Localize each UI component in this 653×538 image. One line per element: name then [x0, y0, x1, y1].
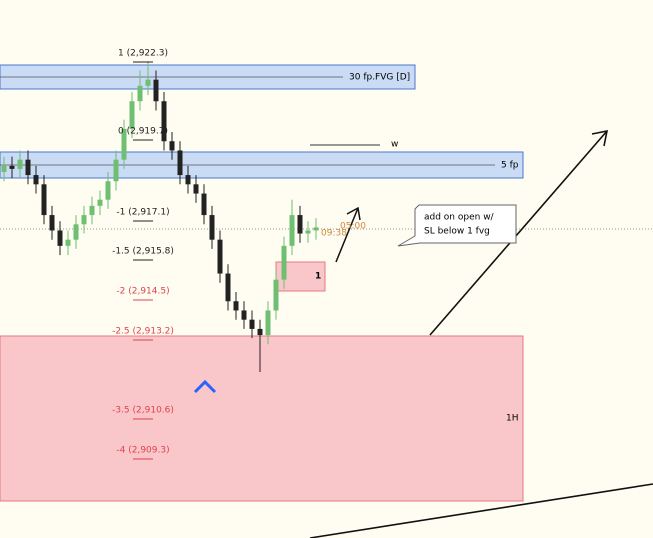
- candle-body: [1, 165, 7, 172]
- candle-body: [129, 101, 135, 129]
- candle-body: [209, 215, 215, 240]
- zone-box: [0, 335, 524, 502]
- candle-body: [273, 279, 279, 311]
- time-label: 05:00: [340, 222, 366, 232]
- candle-body: [233, 301, 239, 311]
- arrow-head: [346, 206, 361, 221]
- candle-body: [97, 199, 103, 206]
- candle-body: [81, 215, 87, 225]
- callout-text: add on open w/: [424, 213, 495, 223]
- candle-body: [177, 150, 183, 176]
- fib-label: -2 (2,914.5): [116, 287, 169, 297]
- fib-label: -1.5 (2,915.8): [112, 247, 174, 257]
- candle-body: [297, 215, 303, 234]
- candle-body: [137, 85, 143, 102]
- marker-label: w: [391, 140, 398, 150]
- candle-body: [17, 159, 23, 169]
- fib-label: -1 (2,917.1): [116, 208, 169, 218]
- candle-body: [113, 159, 119, 182]
- candles: [1, 61, 319, 373]
- candle-body: [185, 175, 191, 185]
- candle-body: [169, 141, 175, 151]
- candle-body: [201, 193, 207, 216]
- candle-body: [41, 184, 47, 216]
- zone-label: 30 fp.FVG [D]: [349, 73, 410, 83]
- callout: [397, 204, 517, 247]
- trend-line: [309, 483, 653, 538]
- candle-body: [89, 205, 95, 216]
- fib-label: 0 (2,919.7): [118, 127, 168, 137]
- candle-body: [9, 165, 15, 169]
- callout-text: SL below 1 fvg: [424, 227, 490, 237]
- up-chevron: [193, 379, 217, 394]
- fib-levels: 1 (2,922.3) 0 (2,919.7) -1 (2,917.1) -1.5 (…: [112, 49, 174, 460]
- candle-body: [145, 79, 151, 86]
- candle-body: [121, 128, 127, 160]
- candle-body: [25, 159, 31, 176]
- candle-body: [73, 224, 79, 240]
- candle-body: [193, 184, 199, 194]
- candle-body: [217, 239, 223, 274]
- candle-body: [33, 175, 39, 185]
- candle-body: [105, 181, 111, 200]
- candle-body: [281, 245, 287, 280]
- candle-body: [161, 101, 167, 142]
- candle-body: [249, 319, 255, 329]
- candle-body: [289, 215, 295, 246]
- candle-body: [313, 227, 319, 231]
- candle-body: [257, 328, 263, 336]
- candle-body: [49, 215, 55, 231]
- fib-label: 1 (2,922.3): [118, 49, 168, 59]
- arrow-head: [591, 129, 609, 147]
- fib-label: -4 (2,909.3): [116, 446, 169, 456]
- zone-label: 1H: [506, 414, 519, 424]
- candle-body: [153, 79, 159, 102]
- fib-label: -2.5 (2,913.2): [112, 327, 174, 337]
- candle-body: [65, 239, 71, 246]
- candle-body: [225, 273, 231, 302]
- projection-arrow: [335, 207, 359, 263]
- candle-body: [265, 310, 271, 336]
- zone-label: 1: [315, 272, 321, 282]
- trend-arrow: [429, 130, 608, 336]
- candle-body: [57, 230, 63, 246]
- fib-label: -3.5 (2,910.6): [112, 406, 174, 416]
- candle-body: [241, 310, 247, 320]
- zone-label: 5 fp: [501, 161, 519, 171]
- time-label: 09:38: [321, 229, 347, 239]
- candle-body: [305, 230, 311, 234]
